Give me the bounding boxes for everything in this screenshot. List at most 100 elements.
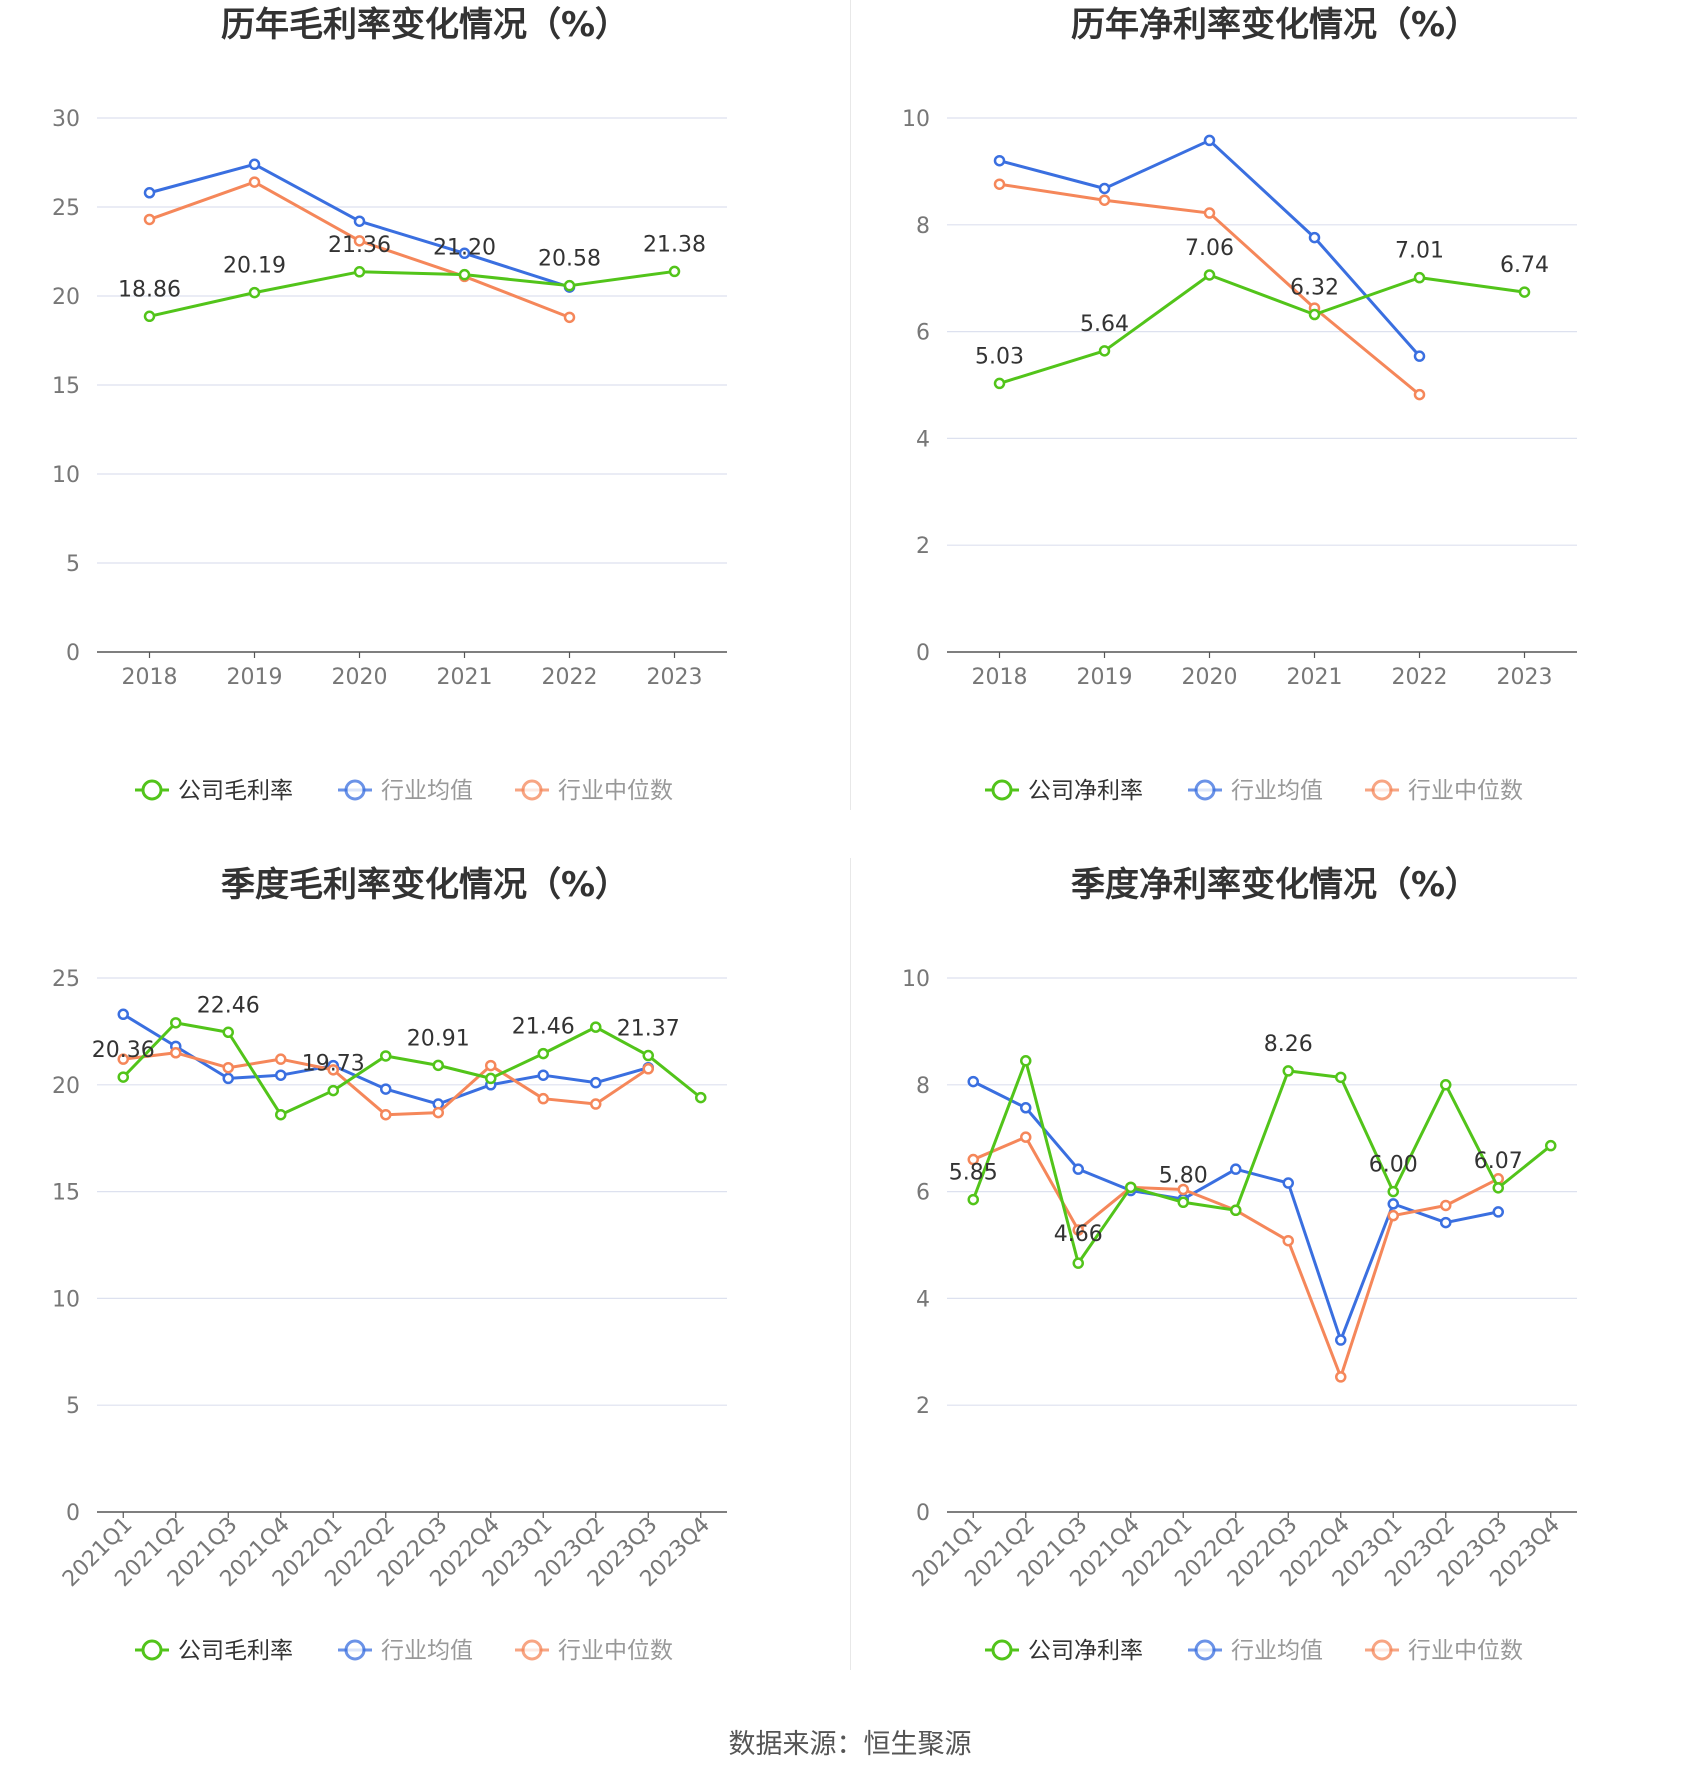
data-point-avg <box>590 1076 602 1089</box>
data-point-company <box>1230 1204 1242 1217</box>
data-point-company <box>1413 271 1426 284</box>
y-tick-label: 4 <box>916 1287 930 1312</box>
data-point-median <box>1282 1234 1294 1247</box>
data-point-median <box>432 1106 444 1119</box>
series-line-company <box>999 273 1525 385</box>
y-tick-label: 10 <box>52 463 80 488</box>
data-point-median <box>642 1063 654 1075</box>
data-label: 22.46 <box>197 993 260 1018</box>
data-point-company <box>1545 1139 1557 1152</box>
y-tick-label: 10 <box>52 1287 80 1312</box>
data-label: 21.37 <box>617 1017 680 1042</box>
data-label: 8.26 <box>1264 1032 1313 1057</box>
legend-label-median: 行业中位数 <box>558 1638 673 1664</box>
x-tick-label: 2018 <box>122 665 178 690</box>
x-tick-label: 2020 <box>332 665 388 690</box>
y-tick-label: 10 <box>902 107 930 132</box>
data-point-avg <box>1492 1206 1504 1218</box>
data-label: 5.64 <box>1080 312 1129 337</box>
chart-svg: 历年净利率变化情况（%） 0 2 4 6 8 10 2018 2019 2020 2021 2022 2… <box>902 5 1577 804</box>
x-tick-label: 2021 <box>1287 665 1343 690</box>
data-point-median <box>275 1053 287 1065</box>
data-point-avg <box>1230 1163 1242 1175</box>
data-point-company <box>1492 1182 1504 1194</box>
panel-divider-top <box>850 0 851 810</box>
data-point-company <box>1518 286 1531 298</box>
data-point-median <box>537 1092 549 1105</box>
data-point-avg <box>143 187 156 199</box>
y-tick-label: 0 <box>916 641 930 666</box>
data-point-median <box>380 1108 392 1121</box>
data-point-company <box>1387 1185 1399 1198</box>
y-tick-label: 30 <box>52 107 80 132</box>
series-line-company <box>122 1021 702 1117</box>
legend-marker-avg <box>1194 779 1216 801</box>
data-point-avg <box>1387 1198 1399 1210</box>
data-point-median <box>590 1098 602 1110</box>
chart-svg: 季度毛利率变化情况（%）05101520252021Q12021Q22021Q3… <box>52 865 727 1664</box>
y-tick-label: 0 <box>66 641 80 666</box>
legend-marker-company <box>991 779 1013 801</box>
series-line-company <box>971 1059 1552 1265</box>
y-tick-label: 10 <box>902 967 930 992</box>
data-point-avg <box>1440 1216 1452 1229</box>
data-label: 21.20 <box>433 236 496 261</box>
data-point-company <box>1308 308 1321 321</box>
y-tick-label: 6 <box>916 321 930 346</box>
data-label: 21.36 <box>328 233 391 258</box>
data-label: 18.86 <box>118 277 181 302</box>
y-tick-label: 5 <box>66 1394 80 1419</box>
data-point-median <box>143 213 156 226</box>
x-tick-label: 2021 <box>437 665 493 690</box>
y-tick-label: 8 <box>916 214 930 239</box>
y-tick-label: 0 <box>66 1501 80 1526</box>
x-tick-label: 2019 <box>227 665 283 690</box>
legend-marker-company <box>141 1639 163 1661</box>
x-tick-label: 2018 <box>972 665 1028 690</box>
data-point-avg <box>458 247 471 260</box>
x-tick-label: 2022 <box>1392 665 1448 690</box>
data-point-median <box>1413 388 1426 401</box>
data-point-company <box>170 1017 182 1029</box>
x-tick-label: 2022 <box>542 665 598 690</box>
data-point-median <box>170 1047 182 1059</box>
chart-annual-gross-margin: 历年毛利率变化情况（%） 0 5 10 15 20 25 30 2018 2019 2020 2021… <box>0 0 850 860</box>
y-tick-label: 0 <box>916 1501 930 1526</box>
data-point-avg <box>222 1072 234 1085</box>
data-point-avg <box>537 1069 549 1081</box>
x-tick-label: 2023 <box>1497 665 1553 690</box>
data-label: 4.66 <box>1054 1222 1103 1247</box>
data-label: 6.32 <box>1290 276 1339 301</box>
data-label: 19.73 <box>302 1052 365 1077</box>
data-point-company <box>432 1059 444 1072</box>
data-label: 7.06 <box>1185 236 1234 261</box>
data-point-company <box>248 286 261 299</box>
panel-divider-bottom <box>850 858 851 1670</box>
legend-label-avg: 行业均值 <box>1231 778 1323 804</box>
x-tick-label: 2019 <box>1077 665 1133 690</box>
legend-label-avg: 行业均值 <box>1231 1638 1323 1664</box>
data-label: 6.74 <box>1500 253 1549 278</box>
data-point-company <box>695 1091 707 1104</box>
chart-title: 历年净利率变化情况（%） <box>1071 5 1479 45</box>
data-point-company <box>1177 1196 1189 1209</box>
data-point-avg <box>1282 1177 1294 1189</box>
data-point-company <box>563 279 576 292</box>
data-label: 20.58 <box>538 247 601 272</box>
data-point-company <box>458 268 471 281</box>
legend-label-avg: 行业均值 <box>381 1638 473 1664</box>
chart-title: 季度毛利率变化情况（%） <box>221 865 629 905</box>
data-point-median <box>117 1053 129 1065</box>
data-label: 21.46 <box>512 1015 575 1040</box>
data-point-median <box>1335 1371 1347 1383</box>
data-label: 20.91 <box>407 1026 470 1051</box>
data-point-avg <box>1072 1163 1084 1175</box>
data-point-avg <box>380 1083 392 1095</box>
legend-label-company: 公司净利率 <box>1028 1638 1143 1664</box>
data-point-median <box>327 1064 339 1076</box>
data-point-median <box>563 311 576 324</box>
legend-label-company: 公司毛利率 <box>178 778 293 804</box>
data-point-avg <box>1020 1102 1032 1114</box>
data-point-avg <box>117 1008 129 1021</box>
data-label: 20.19 <box>223 254 286 279</box>
